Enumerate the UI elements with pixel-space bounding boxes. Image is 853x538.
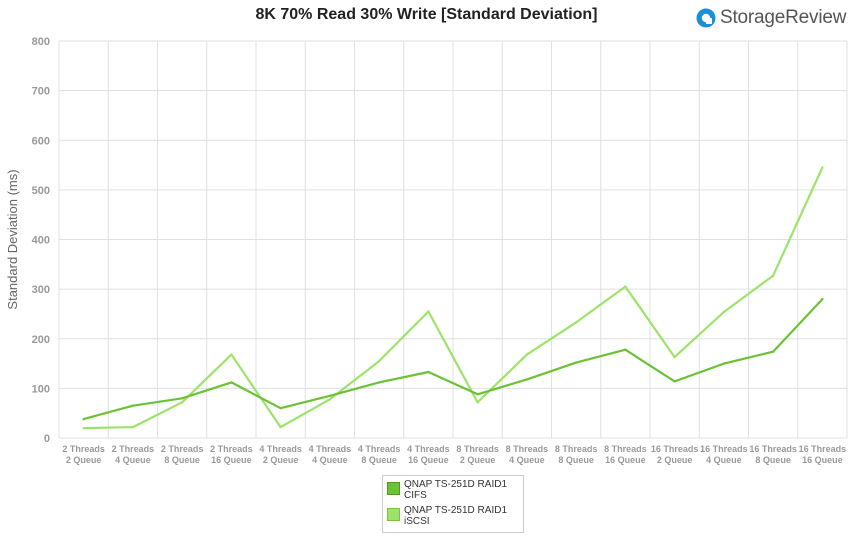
data-point-cifs[interactable] xyxy=(476,393,479,396)
x-tick-label: 8 Threads 4 Queue xyxy=(506,444,549,465)
x-tick-label: 2 Threads 2 Queue xyxy=(62,444,105,465)
storagereview-logo-icon xyxy=(696,8,716,28)
legend-item-cifs[interactable]: QNAP TS-251D RAID1 CIFS xyxy=(387,479,523,501)
x-tick-label: 2 Threads 8 Queue xyxy=(161,444,204,465)
legend-label-cifs: QNAP TS-251D RAID1 CIFS xyxy=(404,479,508,501)
data-point-cifs[interactable] xyxy=(180,397,184,400)
data-point-cifs[interactable] xyxy=(279,407,282,410)
x-tick-label: 2 Threads 16 Queue xyxy=(210,444,253,465)
storagereview-logo-text: StorageReview xyxy=(720,7,847,28)
y-tick-label: 400 xyxy=(32,235,50,247)
data-point-iscsi[interactable] xyxy=(427,310,430,313)
legend-swatch-iscsi xyxy=(387,508,400,521)
y-tick-label: 200 xyxy=(32,334,50,346)
axis-layer: 0 100 200 300 400 500 600 700 800 2 Threads 2 Queu… xyxy=(5,36,846,465)
y-tick-label: 300 xyxy=(32,284,50,296)
y-tick-label: 100 xyxy=(32,383,50,395)
data-point-cifs[interactable] xyxy=(673,380,676,383)
data-point-cifs[interactable] xyxy=(821,297,824,301)
storagereview-logo: StorageReview xyxy=(696,7,846,29)
x-tick-label: 16 Threads 4 Queue xyxy=(700,444,748,465)
data-point-iscsi[interactable] xyxy=(377,359,381,363)
data-point-cifs[interactable] xyxy=(722,362,726,365)
data-point-cifs[interactable] xyxy=(82,417,85,421)
y-tick-label: 0 xyxy=(44,433,50,445)
data-point-cifs[interactable] xyxy=(230,381,233,384)
x-tick-label: 16 Threads 16 Queue xyxy=(799,444,847,465)
y-tick-label: 600 xyxy=(32,135,50,147)
series-layer xyxy=(82,166,824,430)
data-point-cifs[interactable] xyxy=(574,361,578,364)
data-point-iscsi[interactable] xyxy=(673,355,676,359)
grid-layer xyxy=(58,40,848,439)
x-tick-label: 4 Threads 2 Queue xyxy=(259,444,302,465)
data-point-iscsi[interactable] xyxy=(525,353,529,356)
legend-swatch-cifs xyxy=(387,482,400,495)
data-point-iscsi[interactable] xyxy=(180,401,184,404)
data-point-cifs[interactable] xyxy=(377,381,381,384)
data-point-iscsi[interactable] xyxy=(230,353,233,356)
x-tick-label: 4 Threads 4 Queue xyxy=(309,444,352,465)
data-point-iscsi[interactable] xyxy=(131,425,135,429)
y-axis-title: Standard Deviation (ms) xyxy=(5,169,20,309)
data-point-iscsi[interactable] xyxy=(821,166,824,169)
data-point-iscsi[interactable] xyxy=(328,398,332,401)
data-point-iscsi[interactable] xyxy=(722,310,726,314)
data-point-cifs[interactable] xyxy=(771,350,775,353)
y-tick-label: 700 xyxy=(32,86,50,98)
series-line-cifs xyxy=(83,298,824,421)
data-point-iscsi[interactable] xyxy=(476,401,479,404)
data-point-cifs[interactable] xyxy=(525,378,529,381)
x-tick-label: 8 Threads 16 Queue xyxy=(604,444,647,465)
data-point-iscsi[interactable] xyxy=(771,274,775,277)
data-point-cifs[interactable] xyxy=(624,348,627,351)
data-point-iscsi[interactable] xyxy=(82,426,85,430)
chart-title: 8K 70% Read 30% Write [Standard Deviatio… xyxy=(255,6,598,23)
x-tick-label: 2 Threads 4 Queue xyxy=(112,444,155,465)
y-tick-label: 500 xyxy=(32,185,50,197)
x-tick-label: 8 Threads 2 Queue xyxy=(456,444,499,465)
x-tick-label: 16 Threads 8 Queue xyxy=(749,444,797,465)
y-tick-label: 800 xyxy=(32,36,50,48)
data-point-iscsi[interactable] xyxy=(574,321,578,324)
data-point-iscsi[interactable] xyxy=(279,425,282,429)
data-point-cifs[interactable] xyxy=(427,370,430,374)
data-point-cifs[interactable] xyxy=(328,394,332,398)
data-point-iscsi[interactable] xyxy=(624,285,627,288)
x-tick-label: 4 Threads 8 Queue xyxy=(358,444,401,465)
legend: QNAP TS-251D RAID1 CIFS QNAP TS-251D RAI… xyxy=(382,475,524,533)
x-tick-label: 8 Threads 8 Queue xyxy=(555,444,598,465)
x-tick-label: 16 Threads 2 Queue xyxy=(651,444,699,465)
legend-item-iscsi[interactable]: QNAP TS-251D RAID1 iSCSI xyxy=(387,505,523,527)
series-line-iscsi xyxy=(83,167,824,430)
legend-label-iscsi: QNAP TS-251D RAID1 iSCSI xyxy=(404,505,508,527)
x-tick-label: 4 Threads 16 Queue xyxy=(407,444,450,465)
data-point-cifs[interactable] xyxy=(131,404,135,407)
